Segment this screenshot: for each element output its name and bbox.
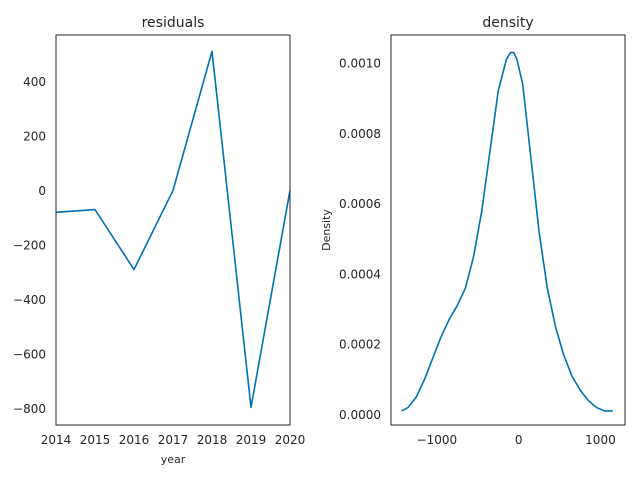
- residuals-title: residuals: [142, 15, 205, 31]
- density-ytick-label: 0.0006: [339, 197, 381, 211]
- residuals-xtick-label: 2020: [275, 433, 306, 447]
- density-ytick-label: 0.0004: [339, 267, 381, 281]
- residuals-frame: [55, 34, 291, 426]
- density-ytick-label: 0.0002: [339, 338, 381, 352]
- density-title: density: [482, 15, 533, 31]
- density-ytick-label: 0.0000: [339, 408, 381, 422]
- density-xtick-label: 1000: [585, 433, 616, 447]
- density-ticks: −1000 0 1000 0.0000 0.0002 0.0004 0.0006 0.0008…: [339, 57, 616, 447]
- residuals-xtick-label: 2014: [41, 433, 72, 447]
- residuals-xlabel: year: [161, 453, 186, 466]
- residuals-ytick-label: −600: [13, 348, 46, 362]
- residuals-ytick-label: 0: [38, 184, 46, 198]
- residuals-xtick-label: 2015: [80, 433, 111, 447]
- residuals-ytick-label: −200: [13, 239, 46, 253]
- residuals-xtick-label: 2018: [197, 433, 228, 447]
- density-xtick-label: 0: [515, 433, 523, 447]
- residuals-xtick-label: 2016: [119, 433, 150, 447]
- residuals-ticks: 2014 2015 2016 2017 2018 2019 2020 −800 −600 −400…: [13, 75, 305, 447]
- residuals-ytick-label: −400: [13, 293, 46, 307]
- residuals-ytick-label: 400: [23, 75, 46, 89]
- density-frame: [390, 34, 626, 426]
- density-subplot: density −1000 0 1000 0.0000 0.0002 0.0004 0.00…: [320, 15, 626, 447]
- residuals-ytick-label: −800: [13, 402, 46, 416]
- residuals-xtick-label: 2019: [236, 433, 267, 447]
- density-line: [401, 51, 613, 412]
- residuals-xtick-label: 2017: [158, 433, 189, 447]
- residuals-line: [55, 50, 291, 409]
- density-ylabel: Density: [320, 209, 333, 251]
- density-ytick-label: 0.0008: [339, 127, 381, 141]
- density-xtick-label: −1000: [417, 433, 458, 447]
- density-ytick-label: 0.0010: [339, 57, 381, 71]
- residuals-subplot: residuals 2014 2015 2016 2017 2018 2019 2020 −8…: [13, 15, 305, 466]
- residuals-ytick-label: 200: [23, 129, 46, 143]
